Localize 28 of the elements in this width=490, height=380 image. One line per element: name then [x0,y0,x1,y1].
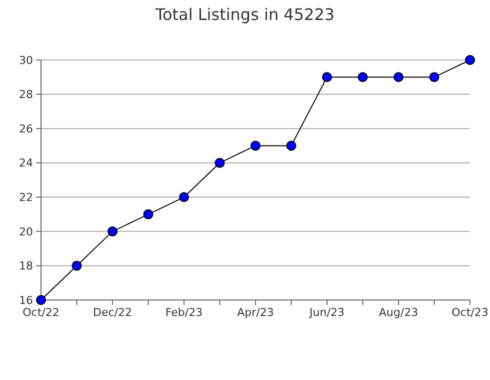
x-tick-label: Jun/23 [308,306,344,319]
chart-title: Total Listings in 45223 [154,5,335,24]
y-tick-label: 16 [19,294,33,307]
y-tick-label: 18 [19,260,33,273]
y-tick-label: 26 [19,122,33,136]
x-tick-label: Aug/23 [378,306,418,319]
x-tick-label: Dec/22 [93,306,132,319]
point [322,72,332,82]
point [108,226,118,236]
x-tick-label: Oct/22 [22,306,60,319]
y-tick-label: 30 [19,54,33,67]
point [394,72,404,82]
y-tick-label: 20 [19,225,33,238]
point [179,192,189,202]
x-tick-label: Oct/23 [452,306,488,319]
point [72,260,82,271]
y-tick-label: 22 [19,190,33,204]
point [358,72,368,82]
point [214,158,225,168]
point [250,140,260,151]
point [286,140,296,151]
point [429,72,440,82]
x-tick-label: Feb/23 [165,306,203,319]
point [143,209,154,220]
y-tick-label: 28 [19,88,33,102]
y-tick-label: 24 [19,156,33,170]
x-tick-label: Apr/23 [237,306,274,319]
point [465,55,475,65]
